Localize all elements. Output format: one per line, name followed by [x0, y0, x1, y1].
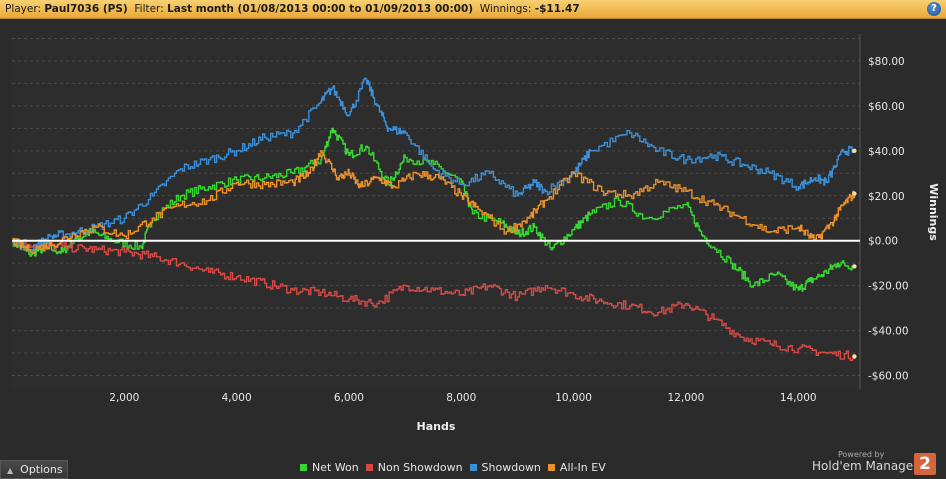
y-tick-label: -$60.00 [868, 371, 909, 383]
legend-label: All-In EV [559, 461, 606, 474]
series-line-showdown [12, 77, 856, 254]
y-tick-label: $0.00 [868, 236, 898, 248]
x-tick-label: 10,000 [555, 392, 592, 404]
legend-item[interactable]: Showdown [469, 461, 541, 474]
series-end-marker [852, 148, 857, 154]
y-tick-label: $40.00 [868, 146, 905, 158]
legend-swatch [469, 464, 477, 471]
options-label: Options [20, 463, 63, 476]
x-tick-label: 6,000 [334, 392, 364, 404]
x-tick-label: 14,000 [780, 392, 817, 404]
plot-background [12, 34, 860, 389]
legend-swatch [365, 464, 373, 471]
y-tick-label: -$40.00 [868, 326, 909, 338]
series-lines [12, 77, 856, 362]
player-value: Paul7036 (PS) [44, 3, 128, 15]
legend-label: Net Won [312, 461, 359, 474]
x-tick-label: 8,000 [446, 392, 476, 404]
series-end-marker [852, 354, 857, 359]
legend-label: Showdown [481, 461, 541, 474]
hem-logo-icon: 2 [914, 453, 936, 475]
powered-by-text: Powered by [838, 450, 885, 459]
x-tick-label: 12,000 [668, 392, 705, 404]
y-tick-labels: $80.00 $60.00 $40.00 $20.00 $0.00 -$20.00 -$40… [868, 56, 909, 383]
y-tick-label: $80.00 [868, 56, 905, 68]
y-tick-label: $20.00 [868, 191, 905, 203]
series-end-markers [852, 148, 857, 359]
chart-legend: Net Won Non Showdown Showdown All-In EV [300, 461, 613, 474]
x-tick-label: 2,000 [109, 392, 139, 404]
x-tick-labels: 2,000 4,000 6,000 8,000 10,000 12,000 14,000 [109, 392, 816, 404]
series-end-marker [852, 264, 857, 269]
grid-lines [12, 34, 861, 389]
caret-up-icon: ▲ [7, 466, 14, 475]
x-axis-label: Hands [417, 420, 456, 433]
legend-label: Non Showdown [377, 461, 463, 474]
brand-name: Hold'em Manager [812, 459, 919, 473]
player-label: Player: [5, 3, 42, 15]
y-tick-label: -$20.00 [868, 281, 909, 293]
winnings-label: Winnings: [479, 3, 532, 15]
options-button[interactable]: ▲ Options [0, 460, 68, 479]
x-tick-label: 4,000 [222, 392, 252, 404]
help-icon[interactable]: ? [927, 2, 941, 16]
legend-item[interactable]: Non Showdown [365, 461, 463, 474]
winnings-chart: $80.00 $60.00 $40.00 $20.00 $0.00 -$20.00 -$40… [12, 34, 940, 433]
legend-swatch [300, 464, 307, 471]
legend-item[interactable]: Net Won [300, 461, 359, 474]
header-bar: Player: Paul7036 (PS) Filter: Last month… [0, 0, 946, 19]
winnings-value: -$11.47 [534, 3, 580, 15]
filter-label: Filter: [134, 3, 164, 15]
legend-item[interactable]: All-In EV [547, 461, 606, 474]
series-end-marker [852, 191, 857, 196]
series-line-all-in-ev [12, 150, 856, 255]
filter-value: Last month (01/08/2013 00:00 to 01/09/20… [167, 3, 474, 15]
series-line-net-won [12, 127, 856, 292]
y-axis-label: Winnings [927, 183, 940, 241]
y-tick-label: $60.00 [868, 101, 905, 113]
legend-swatch [547, 464, 555, 471]
series-line-non-showdown [12, 238, 856, 362]
